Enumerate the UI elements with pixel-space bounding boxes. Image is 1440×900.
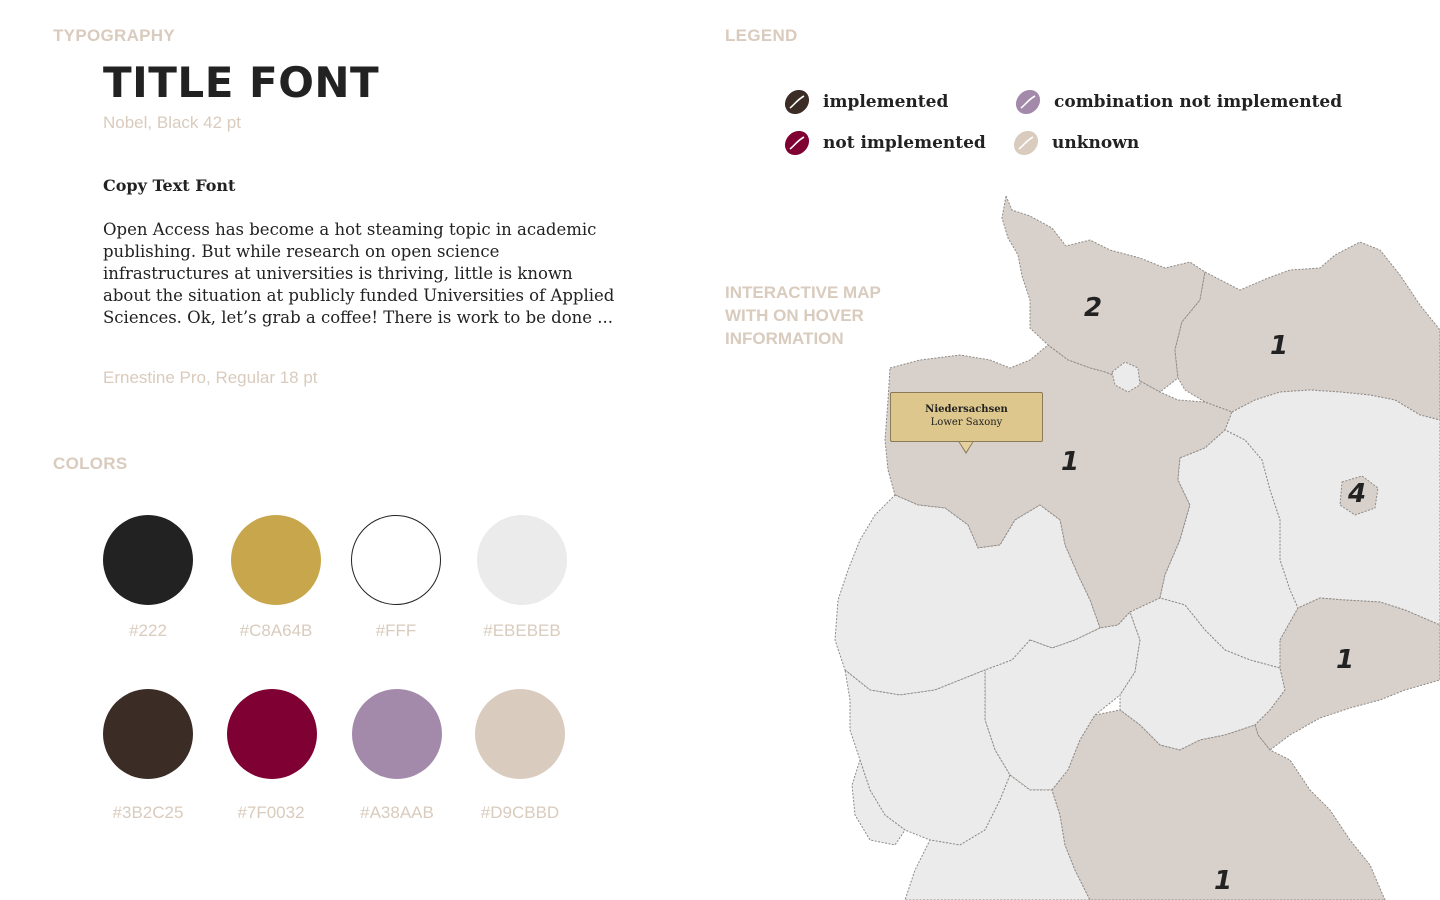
map-label-line: INFORMATION <box>725 329 844 348</box>
coffee-bean-icon <box>784 89 810 115</box>
region-sachsen[interactable] <box>1254 597 1440 751</box>
coffee-bean-icon <box>1015 89 1041 115</box>
swatch-gold <box>231 515 321 605</box>
swatch-label: #3B2C25 <box>112 803 184 822</box>
region-bremen[interactable] <box>1111 361 1141 393</box>
colors-section-label: COLORS <box>53 454 128 473</box>
swatch-beige <box>475 689 565 779</box>
swatch-brown <box>103 689 193 779</box>
copy-font-heading: Copy Text Font <box>103 176 236 195</box>
map-label-line: INTERACTIVE MAP <box>725 283 881 302</box>
region-count: 1 <box>1336 645 1354 675</box>
legend-item-not-implemented: not implemented <box>783 129 986 157</box>
title-font-sample: TITLE FONT <box>103 58 380 107</box>
region-saarland[interactable] <box>851 759 906 846</box>
swatch-light-gray <box>477 515 567 605</box>
map-label-line: WITH ON HOVER <box>725 306 864 325</box>
region-count: 1 <box>1270 331 1288 361</box>
legend-item-implemented: implemented <box>783 88 948 116</box>
tooltip-arrow <box>959 441 973 452</box>
region-sachsen-anhalt[interactable] <box>1159 429 1299 669</box>
copy-font-sample: Open Access has become a hot steaming to… <box>103 220 615 327</box>
legend-label: not implemented <box>823 133 986 153</box>
map-label: INTERACTIVE MAP WITH ON HOVER INFORMATIO… <box>725 281 881 350</box>
germany-map: 2 1 1 4 1 1 <box>834 195 1440 900</box>
swatch-dark <box>103 515 193 605</box>
legend-label: combination not implemented <box>1054 92 1343 112</box>
swatch-label: #A38AAB <box>360 803 434 822</box>
copy-font-caption: Ernestine Pro, Regular 18 pt <box>103 368 318 387</box>
title-font-caption: Nobel, Black 42 pt <box>103 113 241 132</box>
region-baden-wuerttemberg[interactable] <box>904 774 1091 900</box>
swatch-label: #EBEBEB <box>483 621 561 640</box>
swatch-white <box>351 515 441 605</box>
region-hessen[interactable] <box>984 611 1141 791</box>
tooltip-title: Niedersachsen <box>925 404 1008 415</box>
swatch-label: #7F0032 <box>237 803 305 822</box>
tooltip-subtitle: Lower Saxony <box>930 417 1003 428</box>
region-count: 1 <box>1214 866 1232 896</box>
legend-label: unknown <box>1052 133 1140 153</box>
legend-label: implemented <box>823 92 949 112</box>
swatch-label: #C8A64B <box>239 621 313 640</box>
map-hover-tooltip: Niedersachsen Lower Saxony <box>890 392 1043 442</box>
legend-section-label: LEGEND <box>725 26 798 45</box>
region-thueringen[interactable] <box>1119 597 1286 751</box>
legend-item-combination-not-implemented: combination not implemented <box>1014 88 1342 116</box>
region-count: 2 <box>1084 293 1102 323</box>
swatch-burgundy <box>227 689 317 779</box>
swatch-label: #222 <box>129 621 167 640</box>
region-bayern[interactable] <box>1051 709 1386 900</box>
swatch-label: #D9CBBD <box>480 803 560 822</box>
region-mecklenburg-vorpommern[interactable] <box>1174 241 1440 421</box>
region-count: 1 <box>1061 447 1079 477</box>
region-berlin[interactable] <box>1339 475 1379 516</box>
typography-section-label: TYPOGRAPHY <box>53 26 176 45</box>
swatch-label: #FFF <box>375 621 417 640</box>
swatch-lavender <box>352 689 442 779</box>
region-count: 4 <box>1347 479 1366 509</box>
coffee-bean-icon <box>784 130 810 156</box>
legend-item-unknown: unknown <box>1012 129 1139 157</box>
coffee-bean-icon <box>1013 130 1039 156</box>
